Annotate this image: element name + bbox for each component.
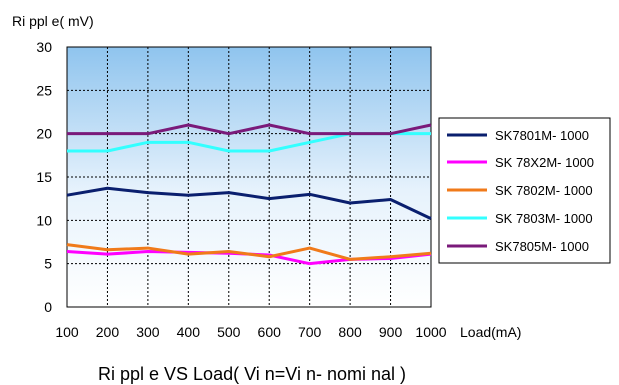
y-tick-label: 0	[44, 299, 52, 315]
series-line	[66, 186, 432, 220]
legend-entry: SK7801M- 1000	[495, 128, 589, 143]
legend-entry: SK 78X2M- 1000	[495, 155, 594, 170]
y-tick-label: 10	[36, 212, 52, 228]
x-tick-labels: 100 200 300 400 500 600 700 800 900 1000	[55, 324, 446, 340]
x-tick-label: 900	[379, 324, 403, 340]
x-tick-label: 800	[338, 324, 362, 340]
x-tick-label: 400	[177, 324, 201, 340]
series-lines	[66, 123, 432, 266]
x-tick-label: 100	[55, 324, 79, 340]
grid-lines	[67, 47, 431, 307]
y-tick-label: 30	[36, 39, 52, 55]
legend-entry: SK7805M- 1000	[495, 239, 589, 254]
x-tick-label: 600	[258, 324, 282, 340]
x-tick-label: 700	[298, 324, 322, 340]
legend-box	[438, 117, 611, 264]
y-tick-label: 5	[44, 256, 52, 272]
series-line	[66, 243, 432, 261]
chart-caption: Ri ppl e VS Load( Vi n=Vi n- nomi nal )	[98, 364, 406, 384]
y-axis-label: Ri ppl e( mV)	[12, 13, 94, 29]
x-tick-label: 200	[96, 324, 120, 340]
legend: SK7801M- 1000 SK 78X2M- 1000 SK 7802M- 100…	[447, 128, 594, 254]
series-line	[67, 123, 432, 136]
legend-entry: SK 7803M- 1000	[495, 211, 593, 226]
y-tick-label: 20	[36, 126, 52, 142]
y-tick-label: 15	[36, 169, 52, 185]
y-tick-label: 25	[36, 82, 52, 98]
x-axis-label: Load(mA)	[460, 324, 521, 340]
x-tick-label: 1000	[415, 324, 446, 340]
legend-entry: SK 7802M- 1000	[495, 183, 593, 198]
x-tick-label: 500	[217, 324, 241, 340]
x-tick-label: 300	[136, 324, 160, 340]
y-tick-labels: 0 5 10 15 20 25 30	[36, 39, 52, 315]
